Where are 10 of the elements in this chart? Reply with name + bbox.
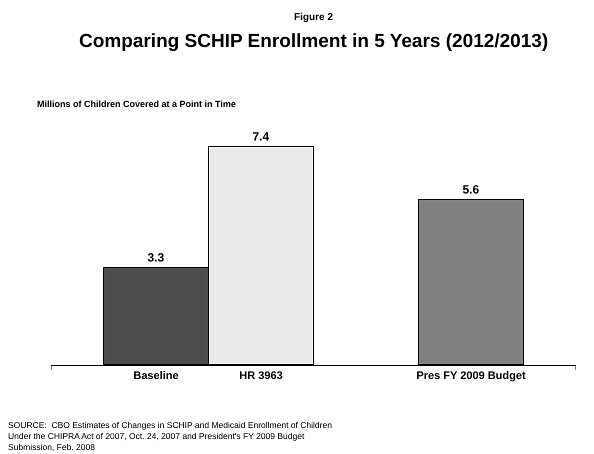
data-label: 7.4 [252, 130, 270, 144]
y-axis-title: Millions of Children Covered at a Point in Time [37, 99, 236, 109]
source-note: SOURCE: CBO Estimates of Changes in SCHIP and Medicaid Enrollment of Children Under the CHIPRA Act of 2007, Oct. 24, 2007 and President's FY 2009 Budget Submission, Feb. 2008 [8, 420, 332, 452]
x-tick-label: Baseline [133, 370, 179, 382]
chart-subtitle: Figure 2 [294, 12, 334, 23]
chart-title: Comparing SCHIP Enrollment in 5 Years (2012/2013) [79, 31, 548, 52]
data-label: 5.6 [462, 182, 480, 196]
data-label: 3.3 [147, 250, 165, 264]
x-tick-label: Pres FY 2009 Budget [416, 370, 526, 382]
x-tick-label: HR 3963 [239, 370, 283, 382]
